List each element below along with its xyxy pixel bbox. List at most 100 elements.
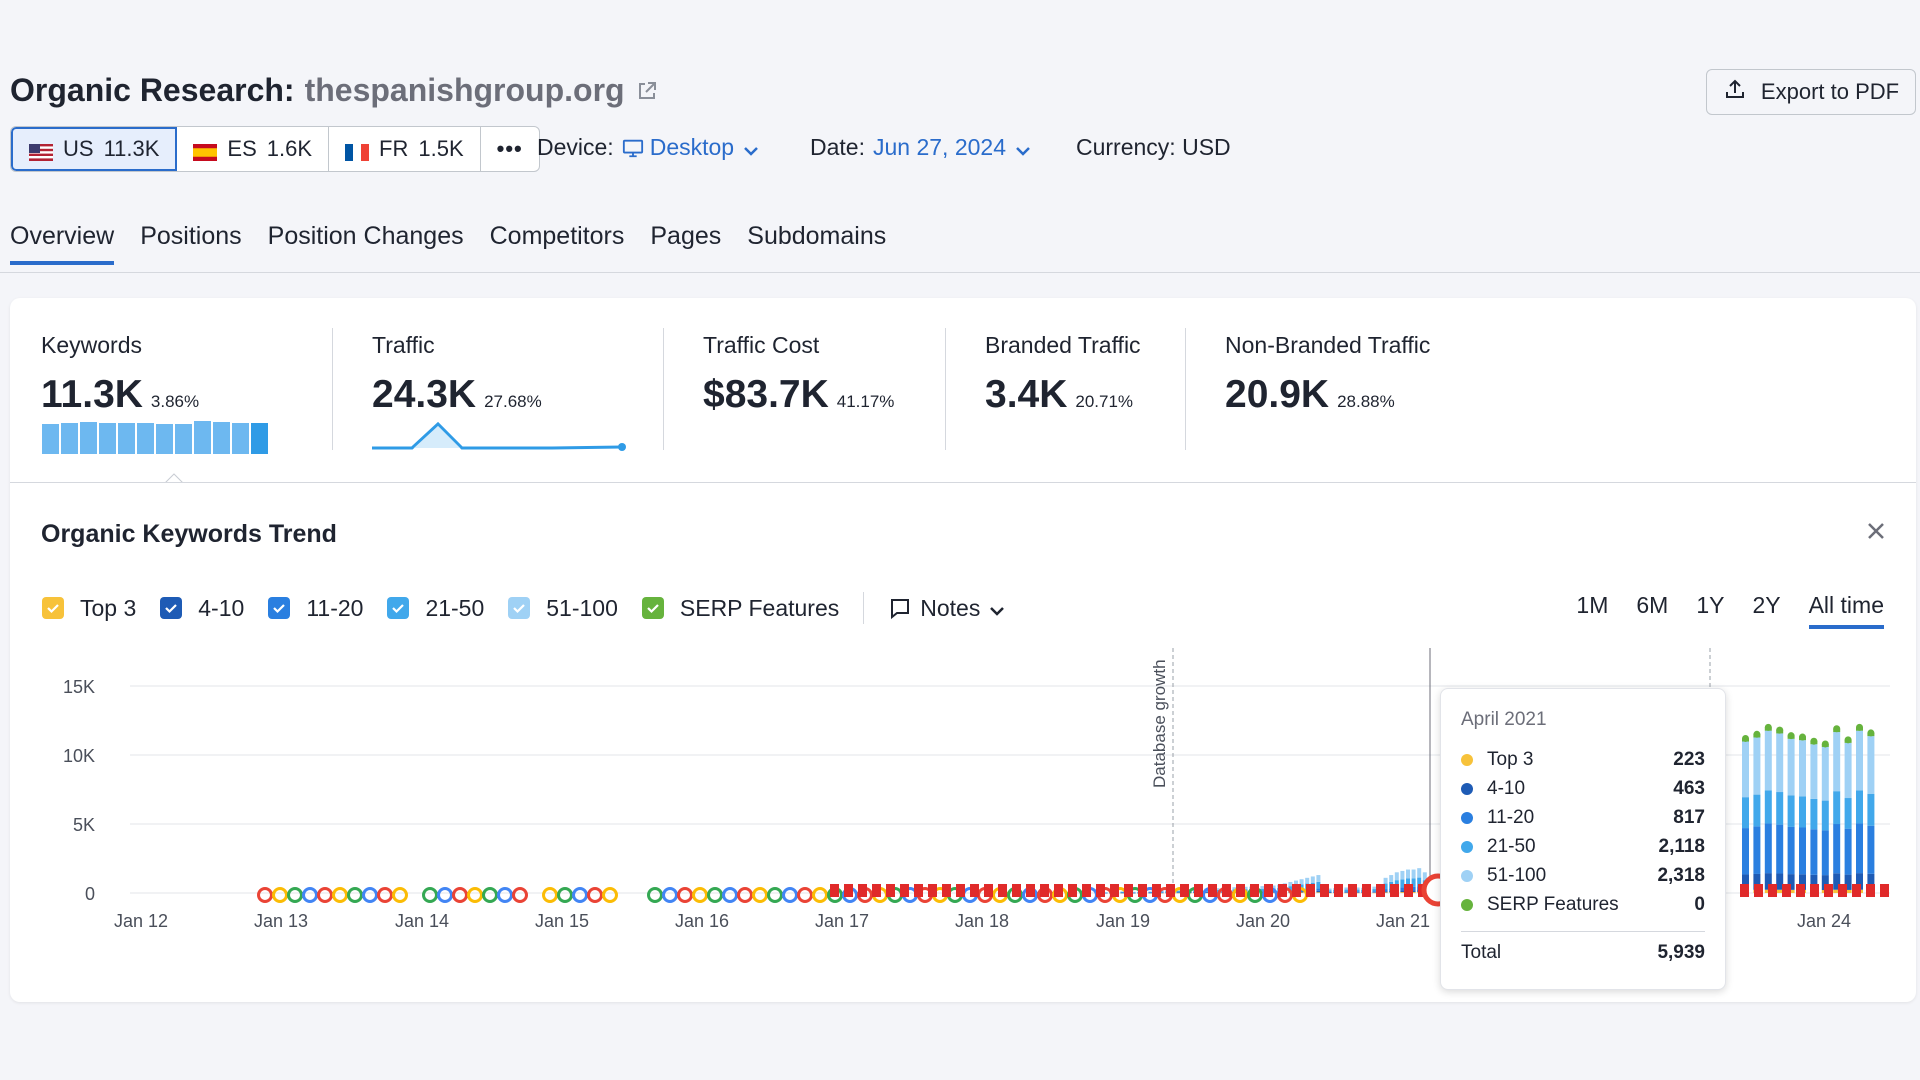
red-flag-marker bbox=[1796, 884, 1805, 897]
red-flag-marker bbox=[1082, 884, 1091, 897]
tooltip-divider bbox=[1461, 931, 1705, 932]
legend-4-10[interactable]: 4-10 bbox=[160, 595, 244, 622]
metric-label: Traffic Cost bbox=[703, 332, 820, 358]
red-flag-marker bbox=[1054, 884, 1063, 897]
keywords-sparkline bbox=[42, 421, 268, 454]
legend-51-100[interactable]: 51-100 bbox=[508, 595, 618, 622]
chart-bar-segment bbox=[1833, 791, 1841, 825]
tab-positions[interactable]: Positions bbox=[140, 222, 242, 250]
chart-bar-segment bbox=[1103, 892, 1108, 893]
red-flag-marker bbox=[1194, 884, 1203, 897]
trend-title: Organic Keywords Trend bbox=[41, 520, 337, 548]
range-all-time[interactable]: All time bbox=[1808, 592, 1885, 629]
red-flag-marker bbox=[1880, 884, 1889, 897]
chart-bar-segment bbox=[1271, 891, 1276, 893]
chart-bar-segment bbox=[1299, 879, 1304, 885]
chart-bar-segment bbox=[1400, 890, 1405, 893]
checkbox-icon bbox=[268, 597, 291, 619]
database-es[interactable]: ES 1.6K bbox=[177, 127, 330, 171]
date-label: Date: bbox=[810, 134, 865, 160]
tab-pages[interactable]: Pages bbox=[650, 222, 722, 250]
chart-bar-segment bbox=[1103, 892, 1108, 893]
chart-bar-segment bbox=[1299, 892, 1304, 893]
chart-bar-segment bbox=[1327, 892, 1332, 894]
notes-dropdown[interactable]: Notes bbox=[888, 595, 1006, 622]
device-dropdown[interactable]: Device: Desktop bbox=[537, 134, 760, 161]
tab-competitors[interactable]: Competitors bbox=[489, 222, 625, 250]
database-fr[interactable]: FR 1.5K bbox=[329, 127, 481, 171]
metric-non-branded-traffic[interactable]: Non-Branded Traffic 20.9K 28.88% bbox=[1225, 332, 1430, 417]
more-databases-button[interactable]: ••• bbox=[481, 127, 539, 171]
external-link-icon[interactable] bbox=[635, 79, 659, 103]
metric-label: Non-Branded Traffic bbox=[1225, 332, 1431, 358]
red-flag-marker bbox=[1208, 884, 1217, 897]
chart-bar-segment bbox=[1776, 824, 1784, 874]
metric-separator bbox=[663, 328, 664, 450]
metric-value: $83.7K bbox=[703, 373, 829, 416]
database-es-value: 1.6K bbox=[266, 136, 313, 161]
tooltip-row: SERP Features 0 bbox=[1461, 890, 1705, 919]
close-icon[interactable] bbox=[1865, 520, 1887, 542]
tooltip-row-value: 0 bbox=[1694, 893, 1705, 915]
chart-bar-segment bbox=[1327, 892, 1332, 893]
tooltip-total-label: Total bbox=[1461, 942, 1502, 963]
chart-bar-segment bbox=[1271, 885, 1276, 889]
google-update-icon bbox=[392, 887, 408, 903]
legend-label: 4-10 bbox=[198, 594, 245, 621]
legend-11-20[interactable]: 11-20 bbox=[268, 595, 363, 622]
chart-bar-segment bbox=[1159, 892, 1164, 893]
red-flag-marker bbox=[830, 884, 839, 897]
tooltip-row-label: 21-50 bbox=[1487, 835, 1536, 857]
metric-keywords[interactable]: Keywords 11.3K 3.86% bbox=[41, 332, 199, 417]
chart-bar-segment bbox=[1833, 873, 1841, 890]
traffic-sparkline bbox=[372, 421, 626, 451]
chart-bar-segment bbox=[1867, 793, 1875, 826]
tab-subdomains[interactable]: Subdomains bbox=[747, 222, 887, 250]
serp-feature-dot bbox=[1776, 726, 1784, 734]
range-2y[interactable]: 2Y bbox=[1752, 592, 1781, 618]
tooltip-row-label: 51-100 bbox=[1487, 864, 1547, 886]
title-label: Organic Research: bbox=[10, 72, 295, 108]
title-domain[interactable]: thespanishgroup.org bbox=[304, 72, 625, 108]
legend-top3[interactable]: Top 3 bbox=[42, 595, 136, 622]
chart-bar-segment bbox=[1383, 877, 1388, 884]
chart-bar-segment bbox=[1400, 879, 1405, 888]
database-us[interactable]: US 11.3K bbox=[11, 127, 178, 171]
chart-bar-segment bbox=[1394, 880, 1399, 888]
legend-label: 11-20 bbox=[306, 594, 364, 621]
chart-bar-segment bbox=[1810, 874, 1818, 890]
export-pdf-button[interactable]: Export to PDF bbox=[1706, 69, 1916, 115]
range-6m[interactable]: 6M bbox=[1636, 592, 1669, 618]
chart-bar-segment bbox=[1844, 874, 1852, 890]
x-tick-label: Jan 13 bbox=[254, 911, 308, 931]
metric-traffic-cost[interactable]: Traffic Cost $83.7K 41.17% bbox=[703, 332, 894, 417]
range-1y[interactable]: 1Y bbox=[1696, 592, 1725, 618]
tab-overview[interactable]: Overview bbox=[10, 222, 115, 265]
chart-bar-segment bbox=[1799, 874, 1806, 890]
more-label: ••• bbox=[496, 136, 523, 161]
google-update-icon bbox=[437, 887, 453, 903]
chart-bar-segment bbox=[1120, 891, 1125, 892]
chart-bar-segment bbox=[1867, 825, 1875, 874]
chevron-down-icon bbox=[1014, 139, 1032, 157]
chart-bar-segment bbox=[1344, 891, 1349, 893]
legend-serp-features[interactable]: SERP Features bbox=[641, 595, 839, 622]
red-flag-marker bbox=[1278, 884, 1287, 897]
metric-branded-traffic[interactable]: Branded Traffic 3.4K 20.71% bbox=[985, 332, 1141, 417]
chart-bar-segment bbox=[1787, 874, 1795, 890]
metric-traffic[interactable]: Traffic 24.3K 27.68% bbox=[372, 332, 542, 417]
date-dropdown[interactable]: Date: Jun 27, 2024 bbox=[810, 134, 1032, 161]
legend-21-50[interactable]: 21-50 bbox=[387, 595, 484, 622]
tooltip-row-value: 463 bbox=[1673, 777, 1705, 799]
tooltip-row: 4-10 463 bbox=[1461, 774, 1705, 803]
google-update-icon bbox=[572, 887, 588, 903]
tab-position-changes[interactable]: Position Changes bbox=[267, 222, 464, 250]
chart-bar-segment bbox=[1131, 892, 1136, 894]
chart-bar-segment bbox=[1776, 873, 1784, 890]
chart-bar-segment bbox=[1787, 889, 1795, 893]
red-flag-marker bbox=[1404, 884, 1413, 897]
chart-bar-segment bbox=[1288, 881, 1293, 887]
us-flag-icon bbox=[29, 141, 53, 161]
chart-bar-segment bbox=[1355, 891, 1360, 893]
range-1m[interactable]: 1M bbox=[1576, 592, 1609, 618]
